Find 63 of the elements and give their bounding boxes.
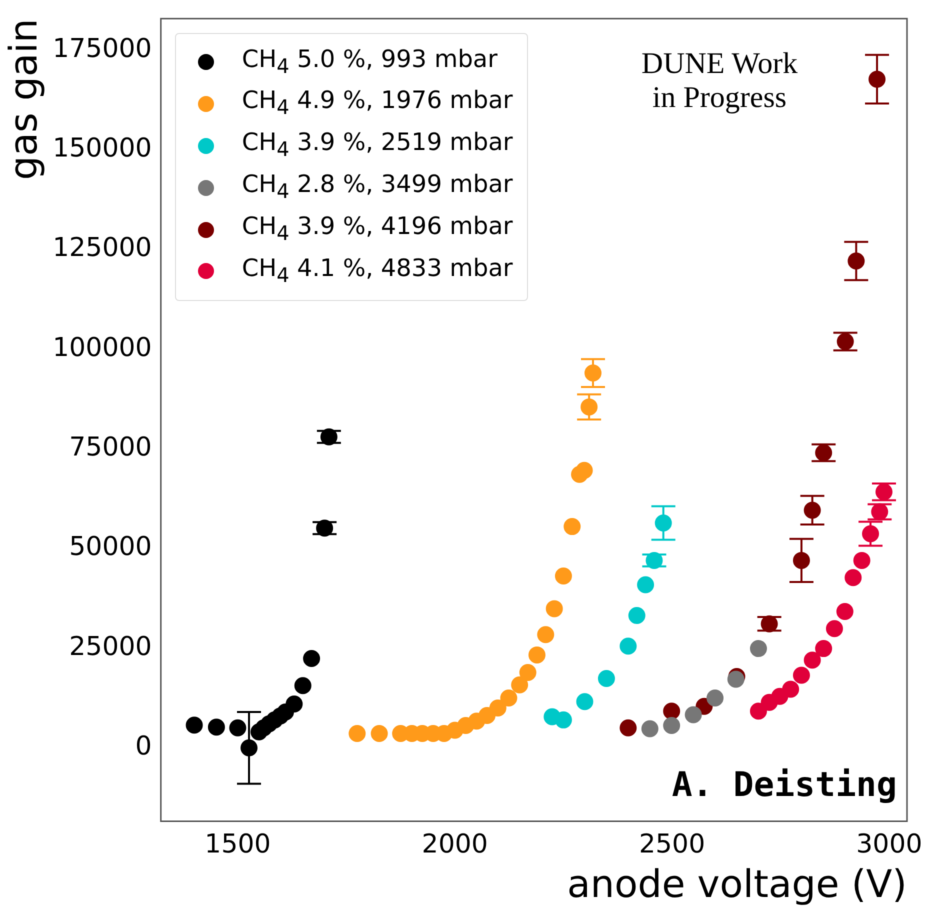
legend-label: CH$_{4}$ 4.1 %, 4833 mbar — [242, 252, 513, 288]
x-tick-label: 1500 — [204, 830, 271, 860]
point — [826, 620, 843, 638]
point — [663, 717, 680, 734]
point — [804, 652, 821, 669]
point — [637, 576, 654, 594]
point — [853, 552, 870, 569]
y-tick-label: 75000 — [69, 432, 152, 463]
point — [641, 720, 658, 738]
point — [554, 567, 572, 584]
point — [576, 693, 594, 710]
point — [564, 518, 581, 536]
point — [528, 646, 546, 664]
legend-label: CH$_{4}$ 2.8 %, 3499 mbar — [242, 168, 513, 205]
y-tick-label: 125000 — [52, 233, 152, 264]
point — [620, 719, 637, 736]
point — [684, 706, 702, 724]
point — [706, 690, 724, 706]
point — [286, 695, 303, 712]
point — [836, 602, 854, 620]
point — [620, 638, 637, 655]
point — [792, 666, 810, 684]
y-tick-label: 25000 — [69, 632, 152, 662]
point — [500, 690, 518, 706]
y-tick-label: 50000 — [69, 532, 152, 562]
point — [628, 606, 646, 624]
point — [303, 650, 320, 668]
y-tick-label: 150000 — [52, 134, 152, 164]
x-tick-label: 2000 — [422, 830, 488, 860]
point — [229, 719, 246, 736]
point — [370, 724, 388, 742]
point — [815, 640, 832, 658]
y-tick-label: 0 — [135, 732, 152, 762]
point — [208, 718, 225, 736]
point — [537, 626, 554, 644]
point — [186, 716, 203, 734]
point — [750, 640, 767, 658]
legend-label: CH$_{4}$ 5.0 %, 993 mbar — [242, 44, 498, 80]
y-tick-label: 175000 — [52, 34, 152, 64]
annotation: DUNE Work in Progress — [640, 46, 799, 115]
legend-label: CH$_{4}$ 3.9 %, 2519 mbar — [242, 127, 513, 163]
annotation: A. Deisting — [672, 765, 897, 806]
point — [511, 676, 528, 694]
point — [294, 677, 312, 694]
point — [782, 680, 800, 698]
point — [348, 724, 366, 742]
point — [727, 670, 744, 688]
point — [554, 711, 572, 728]
point — [750, 702, 767, 720]
point — [844, 569, 862, 586]
x-tick-label: 3000 — [856, 830, 922, 860]
x-tick-label: 2500 — [638, 830, 706, 860]
y-tick-label: 100000 — [52, 332, 152, 363]
point — [489, 699, 506, 716]
y-axis-title: gas gain — [2, 18, 46, 180]
legend-label: CH$_{4}$ 3.9 %, 4196 mbar — [242, 210, 513, 247]
point — [546, 600, 563, 618]
x-axis-title: anode voltage (V) — [567, 862, 907, 906]
point — [663, 702, 680, 720]
point — [598, 670, 615, 687]
point — [519, 664, 536, 681]
legend-label: CH$_{4}$ 4.9 %, 1976 mbar — [242, 85, 513, 122]
point — [576, 462, 593, 479]
